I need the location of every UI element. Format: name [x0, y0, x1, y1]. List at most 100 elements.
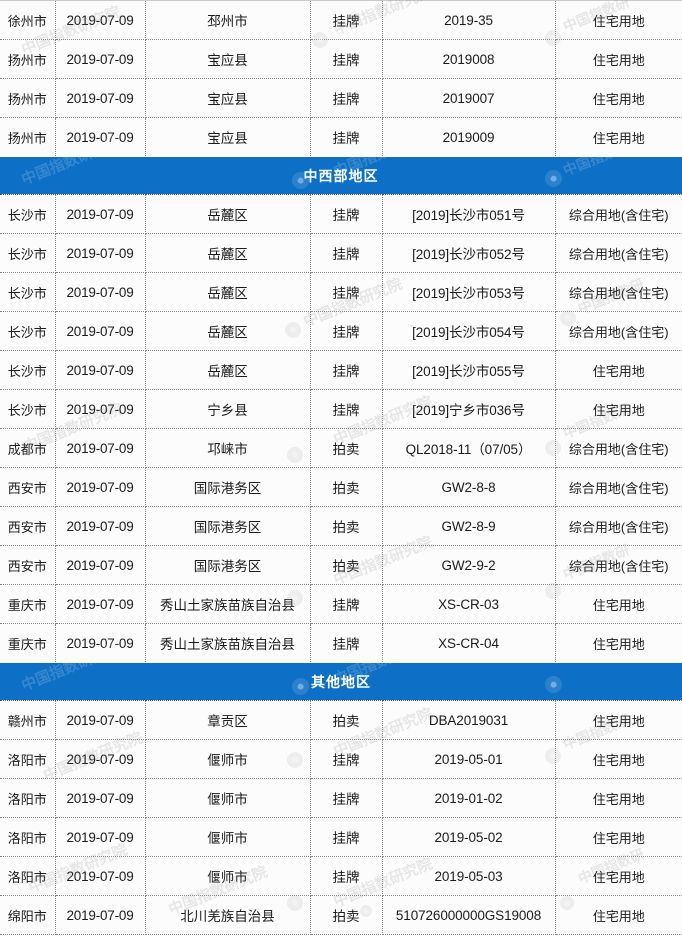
cell-usage: 综合用地(含住宅) [555, 467, 682, 507]
cell-usage: 住宅用地 [555, 739, 682, 779]
table-row: 长沙市 2019-07-09 岳麓区 挂牌 [2019]长沙市052号 综合用地(含住宅) [0, 233, 682, 273]
cell-usage: 住宅用地 [555, 623, 682, 663]
cell-method: 挂牌 [310, 194, 383, 234]
cell-method: 拍卖 [310, 467, 383, 507]
table-row: 长沙市 2019-07-09 宁乡县 挂牌 [2019]宁乡市036号 住宅用地 [0, 389, 682, 429]
cell-district: 秀山土家族苗族自治县 [145, 584, 311, 624]
cell-city: 扬州市 [0, 78, 56, 118]
table-row: 长沙市 2019-07-09 岳麓区 挂牌 [2019]长沙市055号 住宅用地 [0, 350, 682, 390]
cell-date: 2019-07-09 [55, 0, 146, 40]
cell-usage: 住宅用地 [555, 0, 682, 40]
cell-district: 章贡区 [145, 700, 311, 740]
table-row: 重庆市 2019-07-09 秀山土家族苗族自治县 挂牌 XS-CR-04 住宅用地 [0, 623, 682, 663]
cell-usage: 住宅用地 [555, 817, 682, 857]
cell-usage: 综合用地(含住宅) [555, 545, 682, 585]
cell-parcel: [2019]长沙市053号 [382, 272, 556, 312]
cell-usage: 综合用地(含住宅) [555, 311, 682, 351]
cell-district: 岳麓区 [145, 350, 311, 390]
cell-usage: 住宅用地 [555, 895, 682, 935]
cell-city: 成都市 [0, 428, 56, 468]
cell-parcel: 2019008 [382, 39, 556, 79]
cell-city: 重庆市 [0, 623, 56, 663]
cell-district: 岳麓区 [145, 272, 311, 312]
table-row: 西安市 2019-07-09 国际港务区 拍卖 GW2-8-9 综合用地(含住宅) [0, 506, 682, 546]
cell-method: 挂牌 [310, 311, 383, 351]
cell-district: 偃师市 [145, 817, 311, 857]
cell-usage: 住宅用地 [555, 389, 682, 429]
cell-parcel: 2019-01-02 [382, 778, 556, 818]
cell-usage: 综合用地(含住宅) [555, 272, 682, 312]
table-row: 西安市 2019-07-09 国际港务区 拍卖 GW2-9-2 综合用地(含住宅) [0, 545, 682, 585]
table-row: 扬州市 2019-07-09 宝应县 挂牌 2019007 住宅用地 [0, 78, 682, 118]
cell-date: 2019-07-09 [55, 311, 146, 351]
cell-usage: 综合用地(含住宅) [555, 506, 682, 546]
cell-usage: 住宅用地 [555, 39, 682, 79]
cell-date: 2019-07-09 [55, 584, 146, 624]
cell-district: 岳麓区 [145, 194, 311, 234]
cell-date: 2019-07-09 [55, 700, 146, 740]
table-row: 洛阳市 2019-07-09 偃师市 挂牌 2019-01-02 住宅用地 [0, 778, 682, 818]
cell-method: 挂牌 [310, 78, 383, 118]
cell-date: 2019-07-09 [55, 545, 146, 585]
table-row: 重庆市 2019-07-09 秀山土家族苗族自治县 挂牌 XS-CR-03 住宅用地 [0, 584, 682, 624]
cell-city: 长沙市 [0, 350, 56, 390]
cell-district: 宝应县 [145, 39, 311, 79]
cell-date: 2019-07-09 [55, 272, 146, 312]
cell-city: 徐州市 [0, 0, 56, 40]
table-row: 成都市 2019-07-09 邛崃市 拍卖 QL2018-11（07/05） 综合用地(含… [0, 428, 682, 468]
section-header-row: 其他地区 [0, 662, 682, 701]
cell-city: 洛阳市 [0, 739, 56, 779]
cell-parcel: [2019]长沙市052号 [382, 233, 556, 273]
cell-usage: 住宅用地 [555, 856, 682, 896]
table-row: 绵阳市 2019-07-09 北川羌族自治县 拍卖 510726000000GS1900… [0, 895, 682, 935]
cell-district: 北川羌族自治县 [145, 895, 311, 935]
cell-method: 拍卖 [310, 545, 383, 585]
cell-method: 挂牌 [310, 584, 383, 624]
cell-district: 国际港务区 [145, 545, 311, 585]
cell-district: 邳州市 [145, 0, 311, 40]
cell-parcel: [2019]长沙市054号 [382, 311, 556, 351]
cell-usage: 综合用地(含住宅) [555, 428, 682, 468]
cell-city: 长沙市 [0, 272, 56, 312]
table-row: 长沙市 2019-07-09 岳麓区 挂牌 [2019]长沙市054号 综合用地(含住宅) [0, 311, 682, 351]
cell-city: 扬州市 [0, 39, 56, 79]
cell-city: 赣州市 [0, 700, 56, 740]
cell-date: 2019-07-09 [55, 428, 146, 468]
cell-district: 宁乡县 [145, 389, 311, 429]
cell-district: 宝应县 [145, 78, 311, 118]
cell-district: 国际港务区 [145, 506, 311, 546]
cell-city: 西安市 [0, 545, 56, 585]
cell-city: 长沙市 [0, 389, 56, 429]
table-row: 洛阳市 2019-07-09 偃师市 挂牌 2019-05-01 住宅用地 [0, 739, 682, 779]
cell-parcel: 2019-35 [382, 0, 556, 40]
cell-parcel: 2019-05-03 [382, 856, 556, 896]
cell-method: 挂牌 [310, 233, 383, 273]
cell-date: 2019-07-09 [55, 39, 146, 79]
cell-method: 挂牌 [310, 817, 383, 857]
section-header-row: 中西部地区 [0, 156, 682, 195]
cell-city: 长沙市 [0, 311, 56, 351]
cell-city: 长沙市 [0, 194, 56, 234]
cell-district: 岳麓区 [145, 233, 311, 273]
cell-usage: 住宅用地 [555, 117, 682, 157]
table-row: 扬州市 2019-07-09 宝应县 挂牌 2019009 住宅用地 [0, 117, 682, 157]
cell-method: 挂牌 [310, 117, 383, 157]
cell-district: 国际港务区 [145, 467, 311, 507]
cell-date: 2019-07-09 [55, 817, 146, 857]
table-row: 洛阳市 2019-07-09 偃师市 挂牌 2019-05-03 住宅用地 [0, 856, 682, 896]
cell-date: 2019-07-09 [55, 739, 146, 779]
cell-city: 西安市 [0, 506, 56, 546]
cell-parcel: 2019-05-01 [382, 739, 556, 779]
cell-district: 邛崃市 [145, 428, 311, 468]
cell-date: 2019-07-09 [55, 117, 146, 157]
cell-district: 秀山土家族苗族自治县 [145, 623, 311, 663]
cell-district: 偃师市 [145, 739, 311, 779]
cell-city: 洛阳市 [0, 817, 56, 857]
cell-district: 岳麓区 [145, 311, 311, 351]
table-row: 赣州市 2019-07-09 章贡区 拍卖 DBA2019031 住宅用地 [0, 700, 682, 740]
table-row: 长沙市 2019-07-09 岳麓区 挂牌 [2019]长沙市053号 综合用地(含住宅) [0, 272, 682, 312]
cell-parcel: DBA2019031 [382, 700, 556, 740]
cell-date: 2019-07-09 [55, 467, 146, 507]
cell-method: 挂牌 [310, 856, 383, 896]
